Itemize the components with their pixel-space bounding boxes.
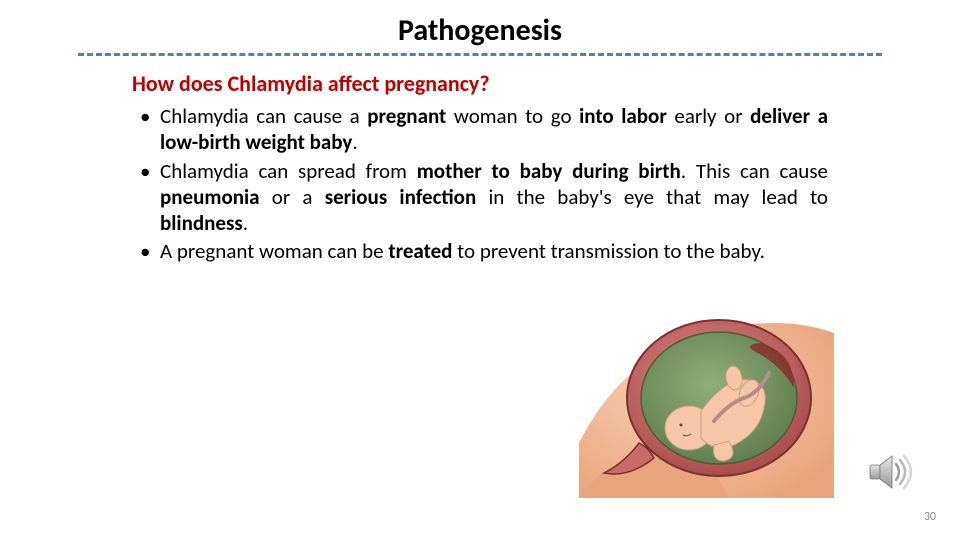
bold-text: pneumonia: [160, 184, 260, 210]
text: in the baby's eye that may lead to: [476, 184, 828, 210]
speaker-icon: [868, 452, 914, 492]
page-number: 30: [924, 510, 936, 524]
page-title: Pathogenesis: [398, 12, 562, 49]
bold-text: serious infection: [325, 184, 477, 210]
text: to prevent transmission to the baby.: [452, 238, 764, 264]
bullet-item: Chlamydia can cause a pregnant woman to …: [132, 103, 828, 156]
text: .: [352, 129, 357, 155]
text: or a: [260, 184, 325, 210]
text: Chlamydia can cause a: [160, 103, 367, 129]
bold-text: pregnant: [367, 103, 446, 129]
text: woman to go: [446, 103, 579, 129]
pregnancy-illustration: [579, 303, 834, 498]
subtitle: How does Chlamydia affect pregnancy?: [132, 70, 828, 97]
text: .: [243, 210, 248, 236]
text: early or: [667, 103, 750, 129]
title-area: Pathogenesis: [0, 0, 960, 49]
content-area: How does Chlamydia affect pregnancy? Chl…: [0, 56, 960, 265]
text: A pregnant woman can be: [160, 238, 388, 264]
bullet-item: Chlamydia can spread from mother to baby…: [132, 158, 828, 237]
bullet-list: Chlamydia can cause a pregnant woman to …: [132, 103, 828, 265]
bold-text: into labor: [579, 103, 667, 129]
bold-text: treated: [388, 238, 452, 264]
text: Chlamydia can spread from: [160, 158, 417, 184]
text: . This can cause: [681, 158, 828, 184]
bold-text: blindness: [160, 210, 243, 236]
bold-text: mother to baby during birth: [417, 158, 681, 184]
bullet-item: A pregnant woman can be treated to preve…: [132, 238, 828, 264]
